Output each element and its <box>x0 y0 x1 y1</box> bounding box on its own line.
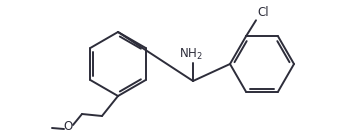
Text: O: O <box>64 120 73 134</box>
Text: NH$_2$: NH$_2$ <box>179 47 203 62</box>
Text: Cl: Cl <box>257 6 269 19</box>
